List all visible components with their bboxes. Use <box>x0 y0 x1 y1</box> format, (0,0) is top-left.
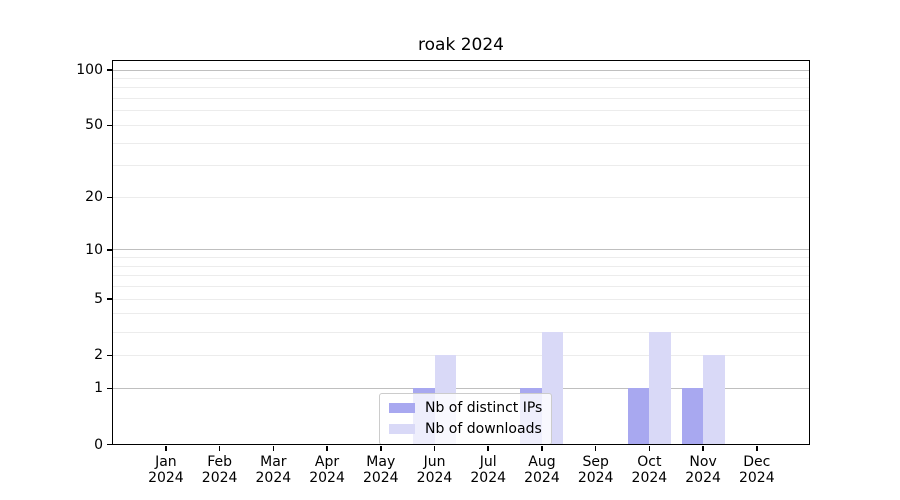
x-axis-tick <box>272 446 275 451</box>
y-axis-tick <box>107 249 112 251</box>
legend-swatch-downloads <box>389 424 415 434</box>
x-axis-label: Nov 2024 <box>685 453 721 486</box>
gridline-minor <box>113 98 809 100</box>
gridline-minor <box>113 265 809 267</box>
x-axis-tick <box>702 446 704 451</box>
gridline-minor <box>113 165 809 167</box>
x-axis-tick <box>594 446 597 451</box>
gridline-minor <box>113 313 809 315</box>
x-axis-label: Aug 2024 <box>524 453 560 486</box>
x-axis-tick <box>165 446 167 451</box>
x-axis-tick <box>326 446 328 451</box>
x-axis-tick <box>487 446 489 451</box>
gridline-minor <box>113 298 809 300</box>
plot-area: Nb of distinct IPs Nb of downloads 0 1 2 5 1… <box>76 60 810 486</box>
gridline-minor <box>113 331 809 333</box>
bar-distinct-ips <box>627 388 650 445</box>
legend-item-downloads: Nb of downloads <box>389 421 542 438</box>
y-axis-label: 0 <box>94 436 103 453</box>
y-axis-label: 2 <box>94 347 103 364</box>
chart-title: roak 2024 <box>418 35 504 55</box>
x-axis-tick <box>380 446 382 451</box>
x-axis-label: Feb 2024 <box>201 453 238 486</box>
gridline-minor <box>113 110 809 112</box>
y-axis-label: 50 <box>85 117 103 134</box>
gridline-minor <box>113 77 809 79</box>
legend: Nb of distinct IPs Nb of downloads <box>379 392 553 445</box>
legend-swatch-distinct-ips <box>389 403 415 413</box>
gridline-minor <box>113 257 809 259</box>
y-axis-label: 1 <box>94 380 103 397</box>
gridline-minor <box>113 196 809 198</box>
y-axis-label: 20 <box>85 189 103 206</box>
gridline-major <box>113 69 809 71</box>
y-axis-tick <box>107 69 112 71</box>
y-axis-tick <box>107 443 112 446</box>
y-axis-tick <box>107 298 112 300</box>
bar-downloads <box>703 355 725 445</box>
gridline-minor <box>113 354 809 356</box>
x-axis-label: Apr 2024 <box>309 453 345 486</box>
y-axis-tick <box>107 387 112 389</box>
gridline-minor <box>113 142 809 144</box>
gridline-major <box>113 249 809 251</box>
x-axis-label: Jun 2024 <box>416 453 453 486</box>
gridline-minor <box>113 124 809 126</box>
y-axis-tick <box>107 196 112 199</box>
x-axis-tick <box>541 446 543 451</box>
gridline-minor <box>113 275 809 277</box>
legend-label-downloads: Nb of downloads <box>425 420 542 437</box>
x-axis-label: Sep 2024 <box>577 453 614 486</box>
bar-downloads <box>649 332 671 445</box>
x-axis-tick <box>648 446 651 451</box>
gridline-major <box>113 387 809 389</box>
x-axis-label: Jan 2024 <box>148 453 184 486</box>
x-axis-tick <box>433 446 436 451</box>
x-axis-label: Oct 2024 <box>631 453 668 486</box>
gridline-minor <box>113 87 809 89</box>
y-axis-tick <box>107 124 112 127</box>
x-axis-tick <box>218 446 221 451</box>
gridline-minor <box>113 286 809 288</box>
x-axis-label: May 2024 <box>362 453 399 486</box>
y-axis-label: 10 <box>85 241 103 258</box>
y-axis-label: 100 <box>76 62 103 78</box>
legend-label-distinct-ips: Nb of distinct IPs <box>425 399 543 416</box>
y-axis-tick <box>107 354 112 357</box>
x-axis-label: Jul 2024 <box>470 453 507 486</box>
bar-distinct-ips <box>681 388 704 445</box>
x-axis-tick <box>756 446 758 451</box>
x-axis-label: Dec 2024 <box>738 453 775 486</box>
y-axis-label: 5 <box>94 291 103 308</box>
x-axis-label: Mar 2024 <box>255 453 292 486</box>
legend-item-distinct-ips: Nb of distinct IPs <box>389 400 542 417</box>
